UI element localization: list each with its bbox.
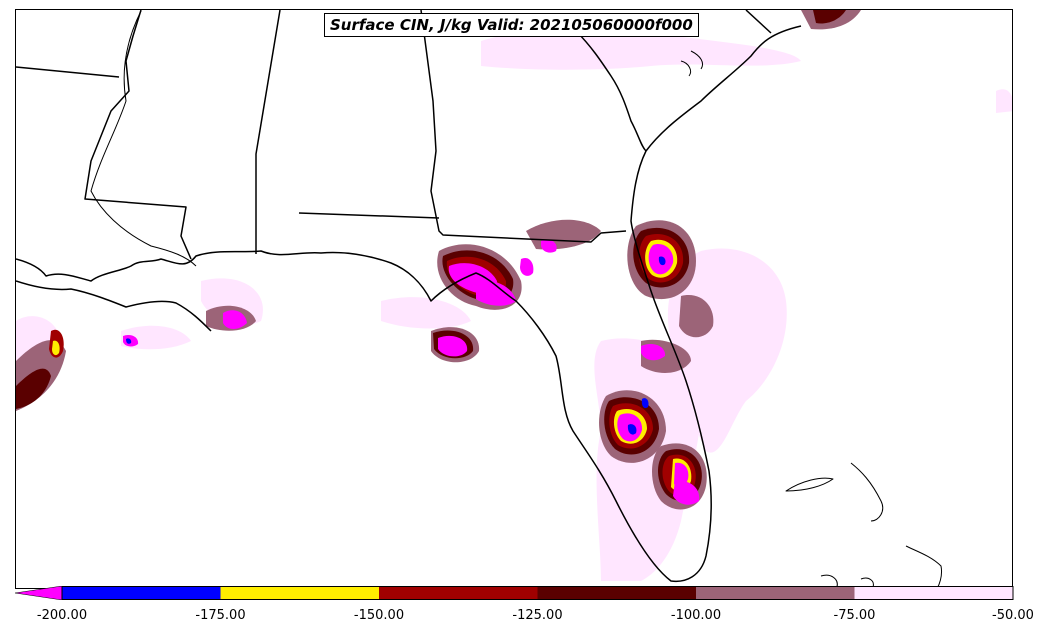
island: [785, 477, 834, 492]
state-border: [745, 10, 772, 34]
state-border: [298, 212, 440, 219]
colorbar-tick-label: -175.00: [195, 608, 246, 623]
colorbar-bin-4: [696, 586, 855, 600]
map-panel: [15, 9, 1013, 589]
island: [860, 577, 874, 588]
island: [820, 574, 838, 588]
colorbar-tick-label: -50.00: [992, 608, 1034, 623]
colorbar-bin-0: [62, 586, 221, 600]
island: [850, 462, 884, 522]
colorbar-tick-label: -200.00: [36, 608, 88, 623]
map-boundaries: [16, 10, 942, 588]
colorbar-tick-label: -75.00: [833, 608, 876, 623]
colorbar-bin-3: [537, 586, 696, 600]
state-border: [255, 10, 281, 254]
map-canvas: [16, 10, 1012, 588]
island: [690, 50, 704, 70]
map-title: Surface CIN, J/kg Valid: 202105060000f00…: [324, 13, 699, 37]
cin-light-regions: [16, 25, 1012, 581]
coastline: [575, 30, 647, 152]
cin-blue-regions: [126, 256, 666, 435]
river: [90, 10, 197, 267]
island: [905, 545, 942, 588]
colorbar-bin-2: [379, 586, 538, 600]
state-border: [16, 66, 120, 78]
colorbar-bin-5: [854, 586, 1013, 600]
island: [680, 60, 692, 77]
coastline: [16, 25, 802, 583]
colorbar-bins: [62, 586, 1013, 600]
colorbar-tick-label: -125.00: [512, 608, 563, 623]
colorbar-bin-1: [220, 586, 379, 600]
state-border: [84, 10, 192, 260]
colorbar-outline: [61, 586, 1014, 600]
coastline: [16, 280, 212, 332]
colorbar: [15, 586, 1014, 600]
colorbar-tick-label: -100.00: [670, 608, 722, 623]
colorbar-extend-triangle: [15, 586, 63, 600]
state-border: [420, 10, 627, 243]
colorbar-tick-label: -150.00: [353, 608, 405, 623]
